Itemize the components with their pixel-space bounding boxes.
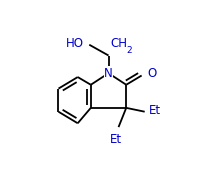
Text: 2: 2 (126, 46, 132, 55)
Text: O: O (147, 68, 156, 80)
Text: Et: Et (110, 133, 122, 146)
Text: Et: Et (149, 104, 161, 117)
Text: CH: CH (111, 37, 128, 50)
Text: N: N (104, 67, 113, 80)
Text: HO: HO (66, 37, 84, 50)
